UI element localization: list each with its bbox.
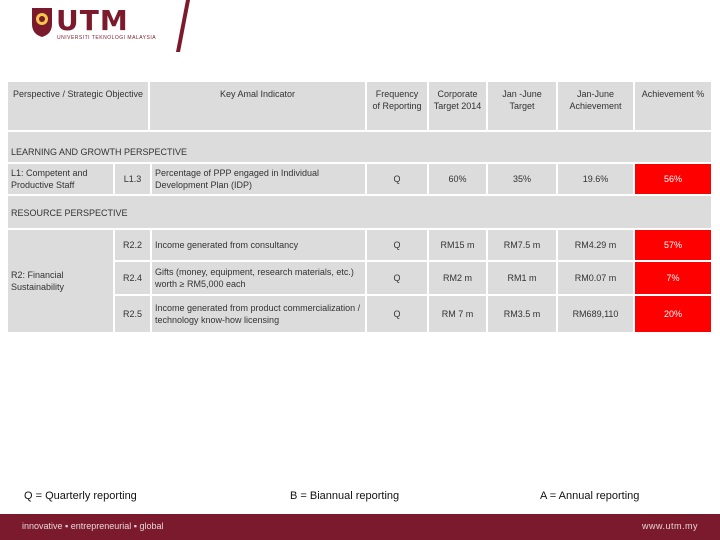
logo-text: UTM	[56, 4, 129, 37]
achievement-pct-cell: 57%	[635, 230, 711, 260]
footer-url[interactable]: www.utm.my	[641, 521, 698, 531]
frequency-cell: Q	[367, 262, 427, 294]
corporate-target-cell: RM 7 m	[429, 296, 486, 332]
jan-june-achievement-cell: 19.6%	[558, 164, 633, 194]
kpi-code: R2.4	[115, 262, 150, 294]
kpi-code: R2.5	[115, 296, 150, 332]
section-title-text: LEARNING AND GROWTH PERSPECTIVE	[11, 147, 188, 157]
achievement-pct-cell: 7%	[635, 262, 711, 294]
kpi-indicator: Gifts (money, equipment, research materi…	[152, 262, 365, 294]
utm-crest-icon	[32, 8, 52, 37]
legend-annual: A = Annual reporting	[540, 490, 640, 502]
footer-bar: innovative ▪ entrepreneurial ▪ global ww…	[0, 514, 720, 540]
header-perspective: Perspective / Strategic Objective	[8, 82, 148, 130]
logo-subtitle: UNIVERSITI TEKNOLOGI MALAYSIA	[57, 35, 157, 41]
header-achievement-pct: Achievement %	[635, 82, 711, 130]
jan-june-achievement-cell: RM0.07 m	[558, 262, 633, 294]
header-frequency: Frequency of Reporting	[367, 82, 427, 130]
frequency-cell: Q	[367, 230, 427, 260]
section-title: RESOURCE PERSPECTIVE	[8, 196, 711, 228]
header-corporate-target: Corporate Target 2014	[429, 82, 486, 130]
kpi-code: R2.2	[115, 230, 150, 260]
corporate-target-cell: RM2 m	[429, 262, 486, 294]
kpi-code: L1.3	[115, 164, 150, 194]
kpi-indicator: Income generated from product commercial…	[152, 296, 365, 332]
utm-logo: UTM UNIVERSITI TEKNOLOGI MALAYSIA	[0, 0, 190, 52]
objective-cell: L1: Competent and Productive Staff	[8, 164, 113, 194]
jan-june-achievement-cell: RM4.29 m	[558, 230, 633, 260]
legend-biannual: B = Biannual reporting	[290, 490, 400, 502]
logo-divider	[176, 0, 190, 52]
jan-june-target-cell: RM7.5 m	[488, 230, 556, 260]
section-title-text: RESOURCE PERSPECTIVE	[11, 208, 128, 218]
header-jan-june-target: Jan -June Target	[488, 82, 556, 130]
jan-june-target-cell: RM1 m	[488, 262, 556, 294]
section-title: LEARNING AND GROWTH PERSPECTIVE	[8, 132, 711, 162]
header-kpi: Key Amal Indicator	[150, 82, 365, 130]
kpi-indicator: Income generated from consultancy	[152, 230, 365, 260]
jan-june-target-cell: 35%	[488, 164, 556, 194]
corporate-target-cell: 60%	[429, 164, 486, 194]
achievement-pct-cell: 56%	[635, 164, 711, 194]
jan-june-target-cell: RM3.5 m	[488, 296, 556, 332]
corporate-target-cell: RM15 m	[429, 230, 486, 260]
kpi-indicator: Percentage of PPP engaged in Individual …	[152, 164, 365, 194]
achievement-pct-cell: 20%	[635, 296, 711, 332]
legend-quarterly: Q = Quarterly reporting	[24, 490, 137, 502]
header-jan-june-achievement: Jan-June Achievement	[558, 82, 633, 130]
objective-cell: R2: Financial Sustainability	[8, 230, 113, 332]
frequency-cell: Q	[367, 164, 427, 194]
jan-june-achievement-cell: RM689,110	[558, 296, 633, 332]
footer-tagline: innovative ▪ entrepreneurial ▪ global	[22, 521, 164, 531]
kpi-table: Perspective / Strategic Objective Key Am…	[8, 82, 711, 332]
frequency-cell: Q	[367, 296, 427, 332]
